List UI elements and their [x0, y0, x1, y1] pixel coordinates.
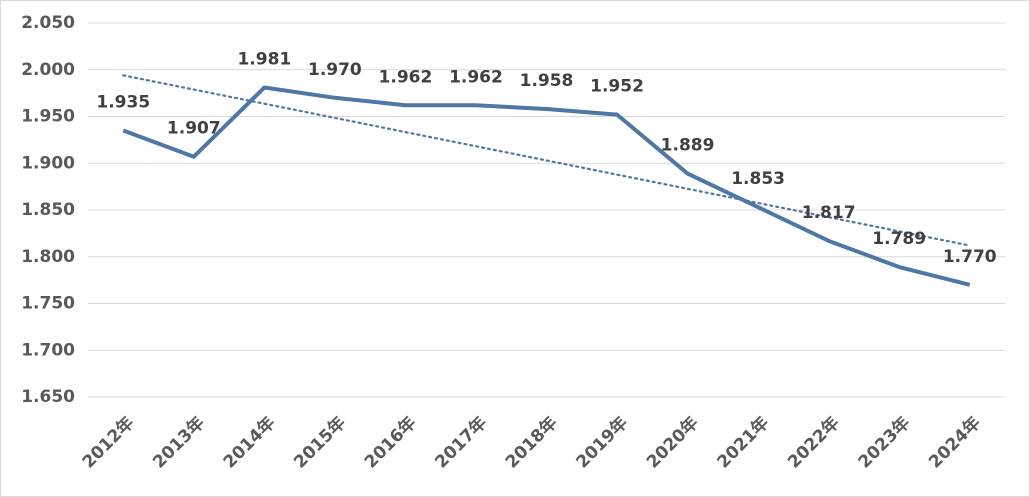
trend-line: [122, 74, 971, 247]
y-tick-label: 1.750: [21, 294, 75, 314]
data-label: 1.981: [237, 50, 291, 70]
y-tick-label: 1.650: [21, 387, 75, 407]
data-label: 1.853: [731, 169, 785, 189]
data-label: 1.952: [590, 77, 644, 97]
data-label: 1.817: [802, 203, 856, 223]
data-label: 1.970: [308, 60, 362, 80]
data-label: 1.907: [167, 119, 221, 139]
data-label: 1.958: [520, 71, 574, 91]
y-tick-label: 1.950: [21, 107, 75, 127]
data-label: 1.889: [661, 136, 715, 156]
data-label: 1.962: [449, 67, 503, 87]
data-label: 1.935: [96, 93, 150, 113]
y-tick-label: 1.800: [21, 247, 75, 267]
y-tick-label: 2.000: [21, 60, 75, 80]
y-tick-label: 1.700: [21, 340, 75, 360]
y-tick-label: 1.900: [21, 153, 75, 173]
data-label: 1.789: [872, 229, 926, 249]
y-tick-label: 1.850: [21, 200, 75, 220]
y-tick-label: 2.050: [21, 13, 75, 33]
data-label: 1.770: [943, 247, 997, 267]
data-label: 1.962: [379, 67, 433, 87]
data-line: [122, 85, 971, 287]
